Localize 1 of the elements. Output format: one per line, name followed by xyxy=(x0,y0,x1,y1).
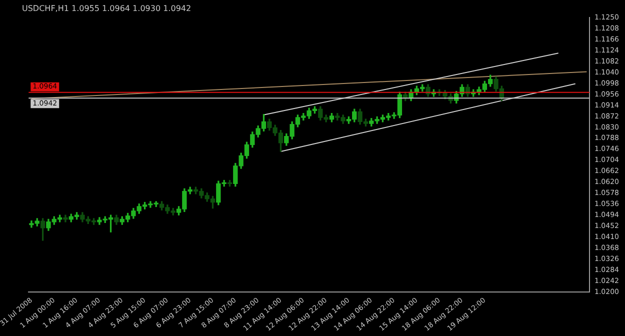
chart-title: USDCHF,H1 1.0955 1.0964 1.0930 1.0942 xyxy=(22,4,192,13)
